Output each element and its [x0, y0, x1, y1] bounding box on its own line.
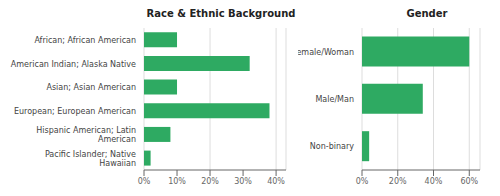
svg-text:American Indian; Alaska Native: American Indian; Alaska Native	[11, 60, 136, 69]
svg-text:Non-binary: Non-binary	[310, 142, 354, 151]
svg-text:European; European American: European; European American	[14, 107, 136, 116]
svg-text:10%: 10%	[168, 177, 186, 186]
svg-text:20%: 20%	[389, 177, 407, 186]
svg-text:0%: 0%	[356, 177, 369, 186]
html-text:Gender: Gender	[406, 8, 448, 19]
svg-text:0%: 0%	[138, 177, 151, 186]
svg-text:40%: 40%	[267, 177, 285, 186]
svg-text:60%: 60%	[460, 177, 478, 186]
svg-text:30%: 30%	[234, 177, 252, 186]
html-text:Race & Ethnic Background: Race & Ethnic Background	[146, 8, 296, 19]
svg-text:Male/Man: Male/Man	[315, 95, 354, 104]
svg-text:40%: 40%	[425, 177, 443, 186]
svg-text:Asian; Asian American: Asian; Asian American	[46, 83, 136, 92]
svg-text:African; African American: African; African American	[34, 36, 136, 45]
svg-text:Hispanic American; LatinAmeric: Hispanic American; LatinAmerican	[36, 126, 136, 144]
svg-text:Female/Woman: Female/Woman	[298, 48, 354, 57]
svg-text:20%: 20%	[201, 177, 219, 186]
svg-text:Pacific Islander; NativeHawaii: Pacific Islander; NativeHawaiian	[45, 150, 136, 168]
